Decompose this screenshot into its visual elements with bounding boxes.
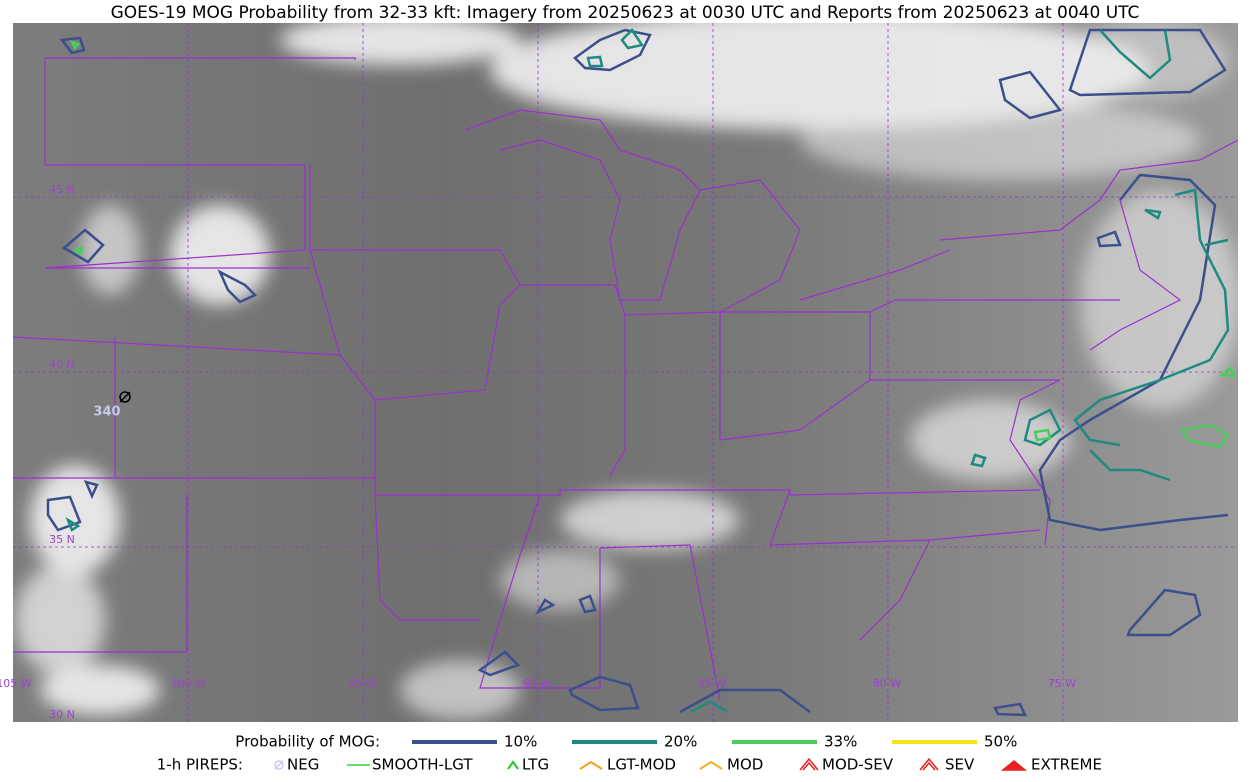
- longitude-label: 80 W: [873, 677, 901, 690]
- legend-label: 20%: [664, 733, 697, 751]
- longitude-label: 95 W: [348, 677, 376, 690]
- longitude-label: 85 W: [698, 677, 726, 690]
- legend-label: MOD: [727, 756, 763, 774]
- legend-label: LGT-MOD: [607, 756, 676, 774]
- latitude-label: 45 N: [49, 183, 75, 196]
- legend-label: LTG: [522, 756, 549, 774]
- title: GOES-19 MOG Probability from 32-33 kft: …: [111, 3, 1140, 23]
- boundaries: [13, 57, 1238, 701]
- legend-title: 1-h PIREPS:: [157, 756, 243, 774]
- longitude-label: 75 W: [1048, 677, 1076, 690]
- pirep-altitude: 340: [93, 405, 120, 420]
- latitude-label: 40 N: [49, 358, 75, 371]
- longitude-label: 105 W: [0, 677, 32, 690]
- legend-label: SMOOTH-LGT: [372, 756, 473, 774]
- legend-label: 10%: [504, 733, 537, 751]
- graticule: [13, 23, 1238, 722]
- map: 340: [13, 23, 1238, 722]
- legend-label: SEV: [945, 756, 975, 774]
- longitude-label: 90 W: [523, 677, 551, 690]
- legend-title: Probability of MOG:: [235, 733, 380, 751]
- longitude-label: 100 W: [170, 677, 205, 690]
- legend-label: EXTREME: [1031, 756, 1102, 774]
- legend-label: NEG: [287, 756, 319, 774]
- mog-contours: [46, 28, 1238, 717]
- legend-label: 33%: [824, 733, 857, 751]
- legend-label: MOD-SEV: [822, 756, 894, 774]
- legend-label: 50%: [984, 733, 1017, 751]
- latitude-label: 35 N: [49, 533, 75, 546]
- pirep-symbol: [119, 391, 131, 403]
- pirep-icons: [274, 757, 1028, 771]
- latitude-label: 30 N: [49, 708, 75, 721]
